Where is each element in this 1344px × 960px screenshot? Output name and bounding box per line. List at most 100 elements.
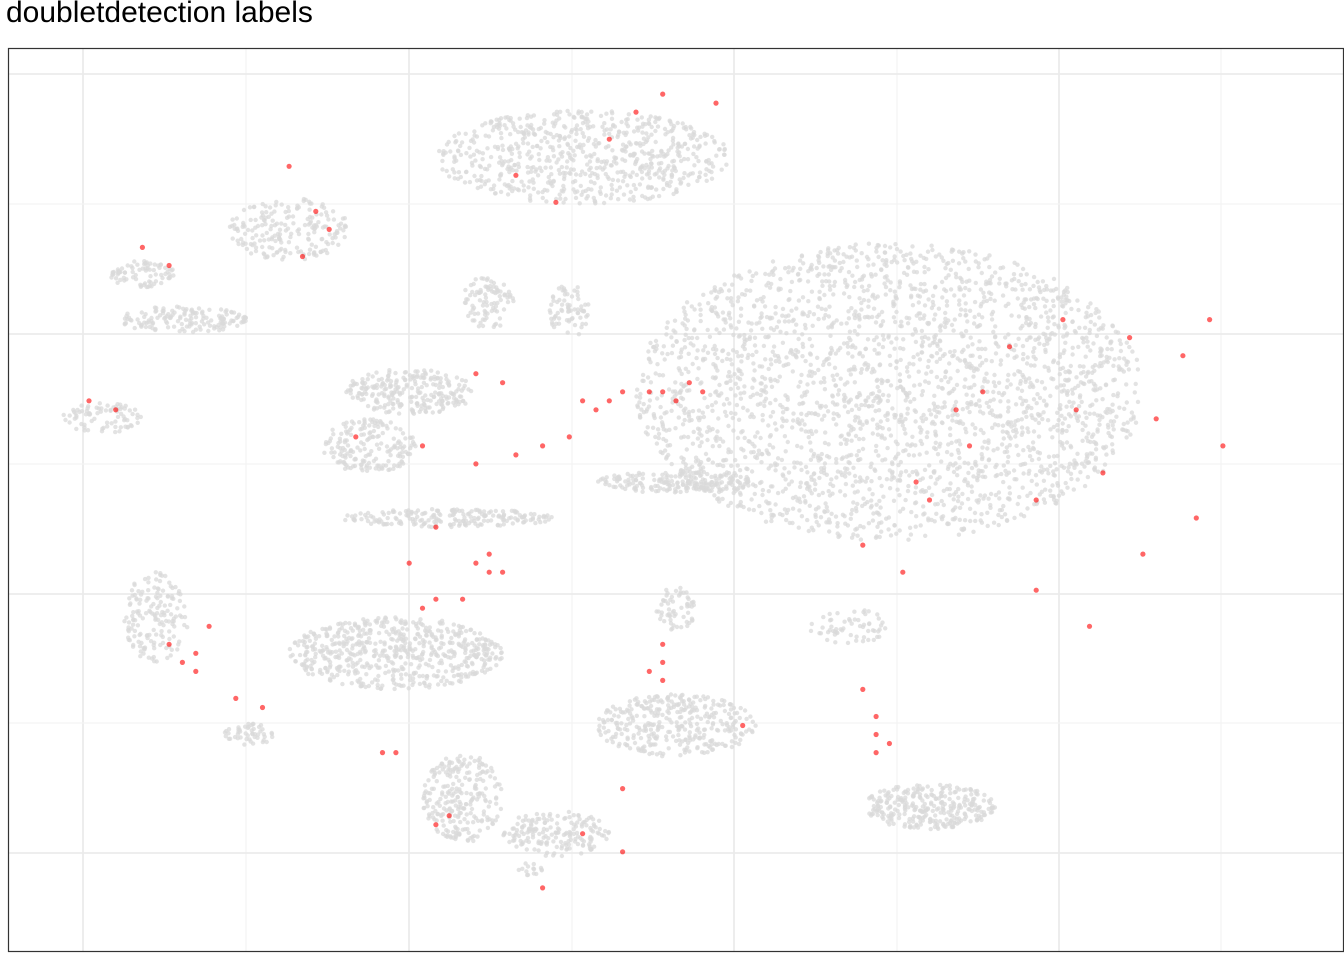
singlet-point: [1126, 367, 1132, 372]
singlet-point: [808, 628, 814, 634]
singlet-point: [986, 496, 991, 501]
singlet-point: [1006, 454, 1011, 459]
singlet-point: [635, 387, 640, 392]
singlet-point: [427, 625, 432, 630]
singlet-point: [1052, 461, 1058, 466]
singlet-point: [528, 193, 533, 198]
singlet-point: [451, 673, 457, 679]
singlet-point: [645, 196, 650, 202]
singlet-point: [951, 463, 956, 468]
singlet-point: [877, 475, 882, 481]
singlet-point: [926, 297, 931, 302]
singlet-point: [627, 173, 632, 178]
singlet-point: [903, 469, 909, 474]
singlet-point: [875, 351, 880, 356]
singlet-point: [409, 399, 414, 404]
singlet-point: [468, 293, 473, 298]
singlet-point: [854, 258, 859, 263]
singlet-point: [127, 408, 132, 413]
singlet-point: [401, 387, 406, 392]
singlet-point: [482, 317, 487, 323]
singlet-point: [490, 128, 496, 133]
singlet-point: [449, 635, 454, 641]
singlet-point: [1088, 312, 1094, 318]
singlet-point: [558, 151, 563, 156]
singlet-point: [963, 308, 968, 313]
singlet-point: [122, 406, 127, 411]
singlet-point: [567, 134, 572, 139]
singlet-point: [956, 438, 962, 443]
singlet-point: [877, 363, 882, 368]
singlet-point: [1058, 439, 1063, 445]
singlet-point: [955, 368, 960, 374]
singlet-point: [963, 328, 969, 334]
singlet-point: [986, 404, 991, 409]
singlet-point: [833, 640, 838, 645]
singlet-point: [862, 362, 867, 367]
singlet-point: [1046, 319, 1051, 324]
singlet-point: [851, 532, 856, 537]
singlet-point: [1004, 281, 1009, 286]
singlet-point: [876, 342, 882, 347]
singlet-point: [1055, 428, 1060, 433]
singlet-point: [436, 669, 441, 674]
singlet-point: [713, 288, 718, 293]
singlet-point: [135, 262, 140, 267]
singlet-point: [978, 493, 983, 498]
singlet-point: [290, 652, 295, 658]
singlet-point: [410, 676, 416, 681]
singlet-point: [901, 337, 906, 342]
singlet-point: [818, 631, 824, 636]
singlet-point: [968, 518, 973, 524]
singlet-point: [859, 284, 865, 289]
singlet-point: [716, 416, 721, 421]
singlet-point: [807, 310, 812, 315]
singlet-point: [380, 430, 385, 436]
singlet-point: [260, 223, 265, 228]
singlet-point: [1020, 357, 1026, 362]
singlet-point: [530, 144, 535, 150]
singlet-point: [260, 244, 265, 250]
chart-title: doubletdetection labels: [6, 0, 313, 29]
singlet-point: [441, 675, 446, 680]
singlet-point: [875, 634, 880, 640]
singlet-point: [462, 300, 468, 305]
singlet-point: [834, 372, 840, 377]
singlet-point: [961, 293, 967, 298]
singlet-point: [1067, 461, 1073, 466]
singlet-point: [894, 359, 899, 365]
singlet-point: [846, 269, 852, 275]
singlet-point: [573, 195, 579, 201]
singlet-point: [236, 241, 241, 247]
singlet-point: [881, 494, 886, 499]
singlet-point: [433, 635, 438, 640]
singlet-point: [569, 128, 575, 133]
singlet-point: [1052, 322, 1057, 327]
singlet-point: [410, 374, 415, 380]
singlet-point: [1020, 402, 1025, 407]
singlet-point: [1031, 302, 1037, 307]
singlet-point: [854, 395, 860, 400]
singlet-point: [1015, 501, 1020, 507]
singlet-point: [1135, 399, 1141, 405]
singlet-point: [957, 287, 962, 292]
singlet-point: [786, 319, 792, 324]
singlet-point: [809, 621, 814, 627]
singlet-point: [855, 489, 860, 494]
singlet-point: [1046, 471, 1051, 476]
singlet-point: [417, 681, 423, 687]
singlet-point: [842, 619, 847, 624]
singlet-point: [365, 618, 370, 623]
singlet-point: [783, 449, 788, 454]
singlet-point: [330, 209, 336, 214]
singlet-point: [397, 632, 402, 638]
singlet-point: [1088, 439, 1093, 445]
singlet-point: [814, 400, 820, 405]
singlet-point: [883, 292, 888, 297]
singlet-point: [1036, 434, 1042, 439]
singlet-point: [443, 373, 449, 378]
singlet-point: [538, 146, 543, 151]
singlet-point: [169, 268, 174, 273]
singlet-point: [1039, 464, 1044, 469]
singlet-point: [122, 270, 128, 275]
